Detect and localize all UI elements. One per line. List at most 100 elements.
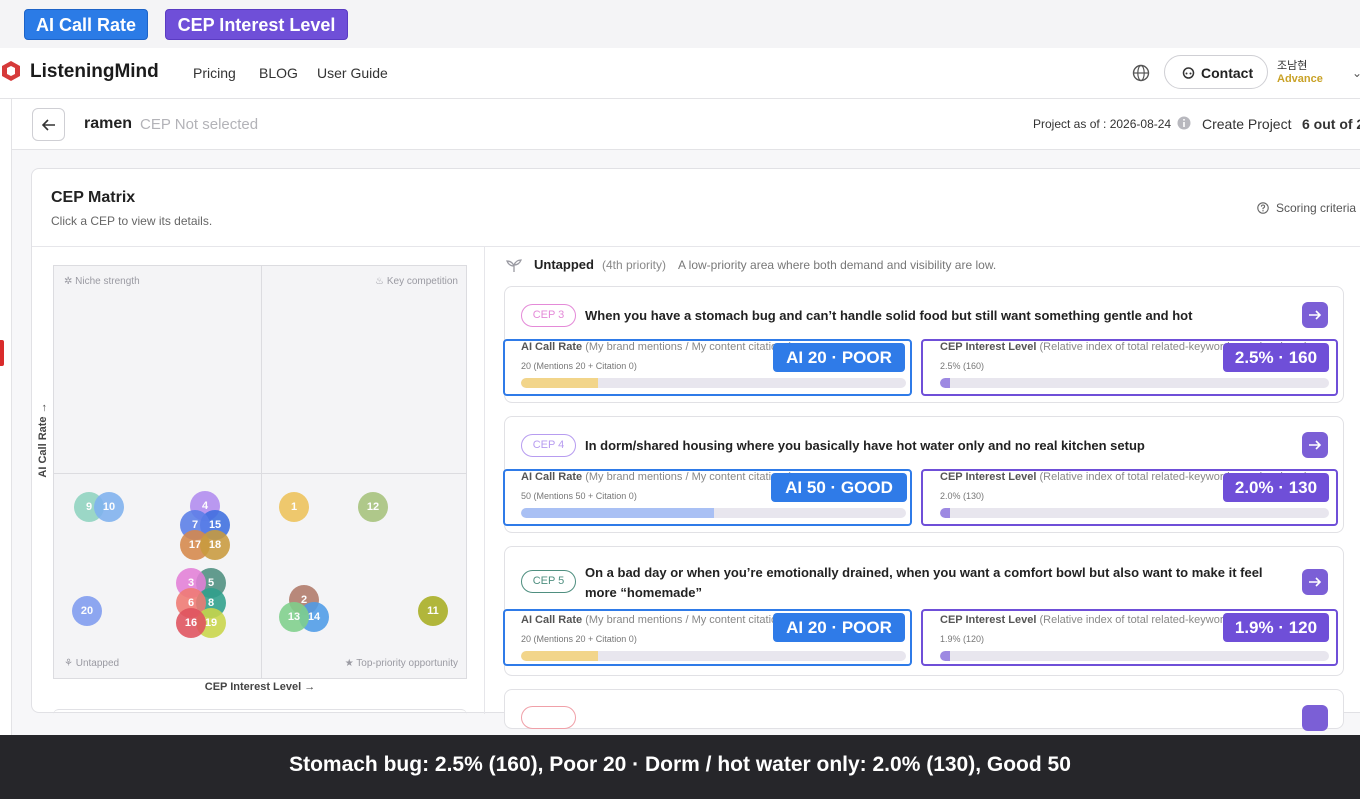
ai-call-rate-desc: (My brand mentions / My content citation… <box>585 471 793 483</box>
y-axis-label: AI Call Rate → <box>37 402 49 478</box>
ai-call-rate-pill: AI 50 · GOOD <box>771 473 907 502</box>
quadrant-horizontal-line <box>54 473 466 474</box>
ai-call-rate-value: 20 (Mentions 20 + Citation 0) <box>521 634 637 644</box>
cep-dot-12[interactable]: 12 <box>358 492 388 522</box>
x-axis-label: CEP Interest Level → <box>204 681 316 693</box>
sprout-icon: ⚘ <box>64 658 73 669</box>
arrow-left-icon <box>42 119 55 131</box>
ai-call-rate-desc: (My brand mentions / My content citation… <box>585 341 793 353</box>
side-red-marker <box>0 340 4 366</box>
untapped-label: Untapped <box>75 658 120 669</box>
cep-interest-level-tag: CEP Interest Level <box>165 9 348 40</box>
cep-card[interactable]: CEP 5 On a bad day or when you’re emotio… <box>503 546 1344 676</box>
quadrant-vertical-line <box>261 266 262 678</box>
summary-caption: Stomach bug: 2.5% (160), Poor 20 · Dorm … <box>0 735 1360 799</box>
ai-call-rate-highlight <box>503 339 912 396</box>
ai-call-rate-label: AI Call Rate (My brand mentions / My con… <box>521 471 792 483</box>
cep-card[interactable]: CEP 4 In dorm/shared housing where you b… <box>503 416 1344 533</box>
open-cep-button[interactable] <box>1302 432 1328 458</box>
cep-interest-bar-fill <box>940 651 950 661</box>
ai-call-rate-bar-fill <box>521 508 714 518</box>
cep-badge: CEP 5 <box>521 570 576 593</box>
ai-call-rate-pill: AI 20 · POOR <box>773 343 905 372</box>
listeningmind-logo-icon <box>2 61 20 81</box>
help-circle-icon <box>1257 202 1269 214</box>
cep-quadrant-chart: ✲ Niche strength ♨ Key competition ⚘ Unt… <box>53 265 467 679</box>
back-button[interactable] <box>32 108 65 141</box>
user-plan-badge: Advance <box>1277 73 1323 85</box>
sprout-icon <box>506 259 522 272</box>
cep-question: On a bad day or when you’re emotionally … <box>585 565 1263 600</box>
puzzle-icon: ✲ <box>64 276 73 287</box>
cep-dot-1[interactable]: 1 <box>279 492 309 522</box>
annotation-strip: AI Call Rate CEP Interest Level <box>0 0 1360 48</box>
quadrant-label-key-competition: ♨ Key competition <box>375 276 458 287</box>
cep-card[interactable]: CEP 3 When you have a stomach bug and ca… <box>503 286 1344 403</box>
create-project-label[interactable]: Create Project <box>1202 116 1292 132</box>
cep-interest-value: 1.9% (120) <box>940 634 985 644</box>
ai-call-rate-title: AI Call Rate <box>521 614 583 626</box>
cep-interest-pill: 2.0% · 130 <box>1223 473 1329 502</box>
ai-call-rate-title: AI Call Rate <box>521 341 583 353</box>
cep-card[interactable] <box>504 689 1344 731</box>
cep-dot-10[interactable]: 10 <box>94 492 124 522</box>
flame-icon: ♨ <box>375 276 385 287</box>
ai-call-rate-pill: AI 20 · POOR <box>773 613 905 642</box>
cep-interest-pill: 1.9% · 120 <box>1223 613 1329 642</box>
cep-interest-title: CEP Interest Level <box>940 341 1037 353</box>
sidebar-divider <box>11 99 12 735</box>
dot-layer: 9 10 4 15 7 17 18 1 12 5 3 8 6 19 16 20 2 14 13 11 <box>54 266 466 678</box>
chevron-down-icon[interactable]: ⌄ <box>1352 66 1360 80</box>
quadrant-label-niche: ✲ Niche strength <box>64 276 140 287</box>
open-cep-button[interactable] <box>1302 705 1328 731</box>
cep-interest-bar <box>940 378 1329 388</box>
project-name: ramen <box>84 115 133 132</box>
cep-badge: CEP 3 <box>521 304 576 327</box>
nav-link-blog[interactable]: BLOG <box>259 65 298 81</box>
headset-icon <box>1182 67 1195 79</box>
card-divider <box>32 246 1360 247</box>
scoring-criteria-label: Scoring criteria <box>1276 201 1357 215</box>
ai-call-rate-value: 20 (Mentions 20 + Citation 0) <box>521 361 637 371</box>
info-icon[interactable] <box>1177 116 1191 130</box>
cep-interest-highlight <box>921 339 1338 396</box>
project-count: 6 out of 2 <box>1302 116 1360 132</box>
cep-interest-highlight <box>921 609 1338 666</box>
globe-icon[interactable] <box>1131 63 1151 83</box>
cep-dot-20[interactable]: 20 <box>72 596 102 626</box>
cep-dot-13[interactable]: 13 <box>279 602 309 632</box>
section-priority: (4th priority) <box>602 258 667 272</box>
section-title: Untapped <box>534 257 594 272</box>
contact-button[interactable]: Contact <box>1164 55 1268 89</box>
ai-call-rate-value: 50 (Mentions 50 + Citation 0) <box>521 491 637 501</box>
cep-dot-16[interactable]: 16 <box>176 608 206 638</box>
user-name[interactable]: 조남현 <box>1277 60 1308 72</box>
top-priority-label: Top-priority opportunity <box>356 658 458 669</box>
cep-dot-18[interactable]: 18 <box>200 530 230 560</box>
quadrant-label-untapped: ⚘ Untapped <box>64 658 119 669</box>
quadrant-label-top-priority: ★ Top-priority opportunity <box>345 658 458 669</box>
cep-interest-value: 2.5% (160) <box>940 361 985 371</box>
cep-interest-title: CEP Interest Level <box>940 614 1037 626</box>
cep-dot-11[interactable]: 11 <box>418 596 448 626</box>
ai-call-rate-bar-fill <box>521 378 598 388</box>
contact-label: Contact <box>1201 65 1254 81</box>
cep-interest-title: CEP Interest Level <box>940 471 1037 483</box>
ai-call-rate-bar <box>521 508 906 518</box>
ai-call-rate-bar <box>521 378 906 388</box>
brand-name[interactable]: ListeningMind <box>30 61 159 82</box>
matrix-title: CEP Matrix <box>51 189 136 206</box>
nav-link-user-guide[interactable]: User Guide <box>317 65 388 81</box>
project-header: ramen CEP Not selected Project as of : 2… <box>12 99 1360 150</box>
cep-interest-bar <box>940 508 1329 518</box>
ai-call-rate-bar <box>521 651 906 661</box>
nav-link-pricing[interactable]: Pricing <box>193 65 236 81</box>
ai-call-rate-desc: (My brand mentions / My content citation… <box>585 614 793 626</box>
section-description: A low-priority area where both demand an… <box>678 258 997 272</box>
cep-badge: CEP 4 <box>521 434 576 457</box>
open-cep-button[interactable] <box>1302 302 1328 328</box>
open-cep-button[interactable] <box>1302 569 1328 595</box>
cep-selection-status: CEP Not selected <box>140 116 259 133</box>
ai-call-rate-tag: AI Call Rate <box>24 9 148 40</box>
key-competition-label: Key competition <box>386 276 458 287</box>
